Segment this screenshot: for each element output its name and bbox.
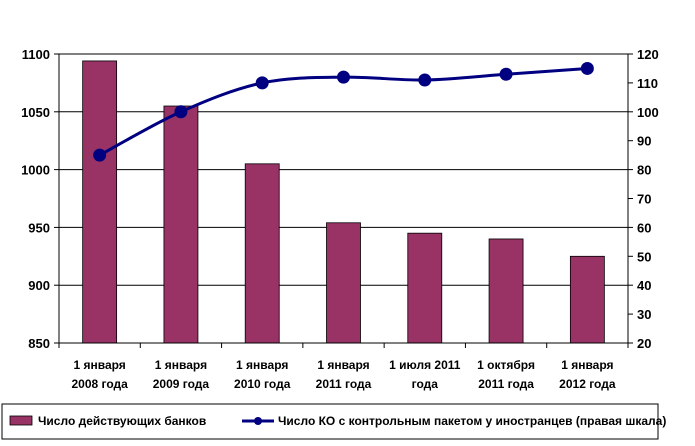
line-point [174, 105, 188, 119]
category-label: 1 января [236, 358, 288, 372]
legend-line-label: Число КО с контрольным пакетом у иностра… [278, 414, 666, 428]
category-label: 2011 года [316, 377, 372, 391]
bar-series [82, 60, 605, 344]
line-series [93, 61, 594, 162]
right-tick-label: 80 [637, 163, 651, 178]
legend-bar-swatch [9, 415, 33, 426]
right-tick-label: 60 [637, 220, 651, 235]
category-label: 2011 года [478, 377, 534, 391]
category-label: 2009 года [153, 377, 210, 391]
category-label: 2012 года [559, 377, 616, 391]
line-point [93, 148, 107, 162]
category-label: 1 июля 2011 [389, 358, 461, 372]
bar [569, 255, 605, 344]
left-tick-label: 1000 [21, 163, 50, 178]
right-tick-label: 40 [637, 278, 651, 293]
left-tick-label: 1050 [21, 105, 50, 120]
category-label: 2008 года [71, 377, 128, 391]
category-label: 1 января [561, 358, 613, 372]
legend-bar-label: Число действующих банков [38, 414, 206, 428]
category-label: 1 января [317, 358, 369, 372]
bar [244, 163, 280, 344]
right-tick-label: 20 [637, 336, 651, 351]
legend: Число действующих банков Число КО с конт… [1, 403, 666, 440]
bar [488, 238, 524, 344]
left-tick-label: 850 [28, 336, 50, 351]
left-tick-label: 1100 [22, 47, 50, 62]
right-tick-label: 50 [637, 249, 651, 264]
category-label: 1 января [155, 358, 207, 372]
right-tick-label: 110 [637, 76, 658, 91]
category-label: 1 октября [477, 358, 535, 372]
grid-lines [59, 53, 628, 286]
legend-line-marker [254, 417, 262, 425]
right-tick-label: 30 [637, 307, 651, 322]
line-point [418, 73, 432, 87]
bar [407, 232, 443, 344]
right-tick-label: 70 [637, 192, 651, 207]
category-label: 1 января [73, 358, 125, 372]
line-point [255, 76, 269, 90]
right-tick-label: 100 [637, 105, 659, 120]
category-label: 2010 года [234, 377, 291, 391]
legend-box [1, 403, 659, 440]
bar [163, 105, 199, 344]
axes [58, 54, 629, 348]
right-axis-ticks: 20 30 40 50 60 70 80 90 100 110 120 [628, 47, 659, 351]
bar [82, 60, 118, 344]
line-point [499, 67, 513, 81]
category-labels: 1 января 2008 года 1 января 2009 года 1 янва… [71, 358, 615, 391]
bar [326, 222, 361, 344]
right-tick-label: 120 [637, 47, 659, 62]
line-point [337, 70, 350, 84]
left-tick-label: 950 [28, 220, 50, 235]
left-tick-label: 900 [28, 278, 50, 293]
category-label: года [412, 377, 439, 391]
line-point [580, 61, 594, 75]
right-tick-label: 90 [637, 134, 651, 149]
left-axis-ticks: 850 900 950 1000 1050 1100 [21, 47, 59, 351]
